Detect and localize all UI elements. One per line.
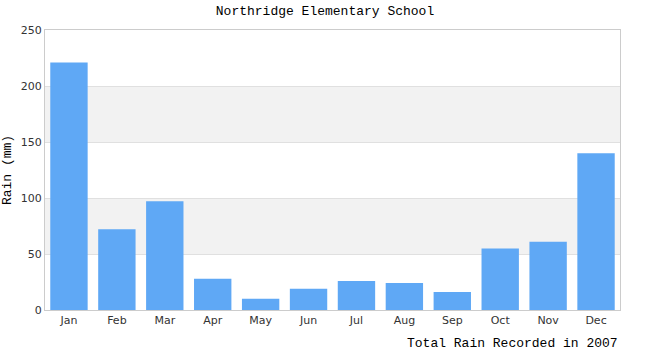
svg-text:Apr: Apr xyxy=(203,314,223,327)
svg-text:Oct: Oct xyxy=(491,314,511,327)
svg-text:Nov: Nov xyxy=(537,314,559,327)
svg-text:Total Rain Recorded in 2007: Total Rain Recorded in 2007 xyxy=(407,336,618,351)
svg-text:100: 100 xyxy=(21,192,42,205)
svg-text:250: 250 xyxy=(21,24,42,37)
svg-text:50: 50 xyxy=(28,248,42,261)
svg-text:May: May xyxy=(249,314,272,327)
svg-text:200: 200 xyxy=(21,80,42,93)
svg-text:150: 150 xyxy=(21,136,42,149)
svg-text:Mar: Mar xyxy=(154,314,175,327)
svg-text:Jun: Jun xyxy=(299,314,317,327)
svg-text:Feb: Feb xyxy=(107,314,126,327)
svg-text:0: 0 xyxy=(35,304,42,317)
svg-text:Jan: Jan xyxy=(59,314,77,327)
svg-text:Rain (mm): Rain (mm) xyxy=(0,135,15,205)
svg-text:Northridge Elementary School: Northridge Elementary School xyxy=(216,4,435,19)
svg-text:Jul: Jul xyxy=(349,314,363,327)
svg-text:Sep: Sep xyxy=(442,314,463,327)
svg-text:Aug: Aug xyxy=(394,314,415,327)
svg-text:Dec: Dec xyxy=(585,314,606,327)
